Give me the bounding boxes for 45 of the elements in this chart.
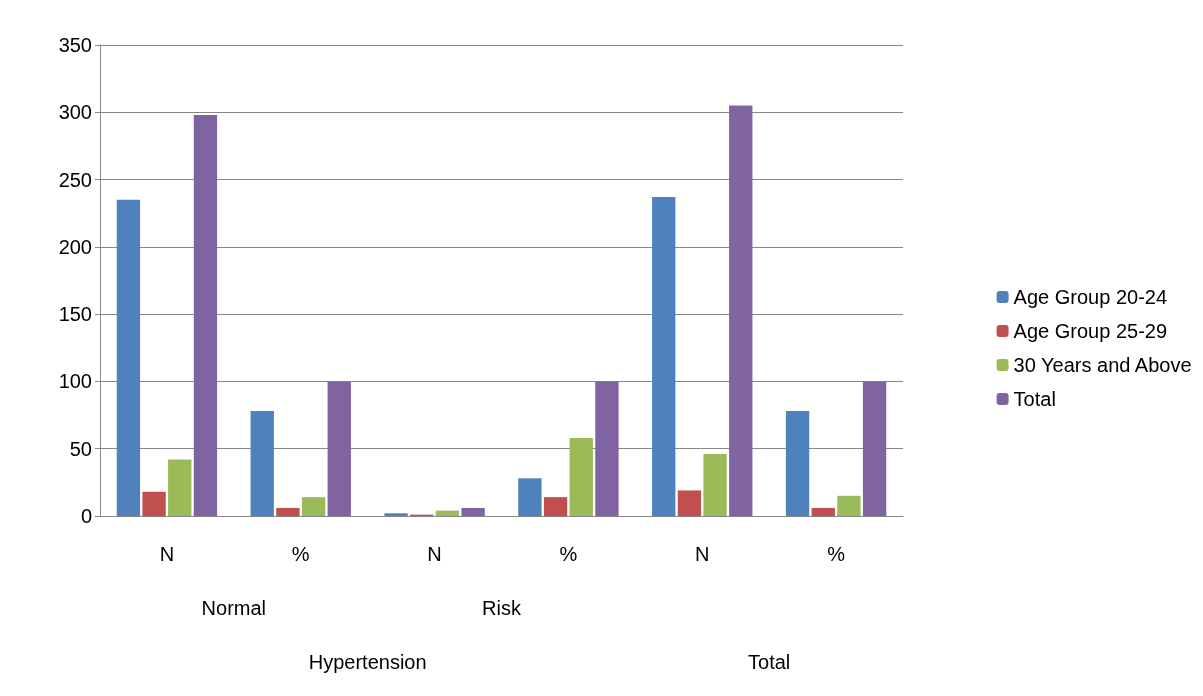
x-tick-label: N bbox=[159, 543, 175, 565]
y-tick-label: 200 bbox=[58, 235, 92, 258]
x-tick-label: N bbox=[427, 543, 442, 565]
bar bbox=[116, 199, 141, 516]
bar bbox=[862, 381, 887, 516]
text: Risk bbox=[482, 597, 522, 619]
legend-label: Age Group 25-29 bbox=[1013, 320, 1168, 342]
bar bbox=[652, 197, 676, 516]
bar bbox=[384, 513, 408, 516]
text: Normal bbox=[201, 597, 267, 619]
bar bbox=[811, 507, 835, 516]
bar bbox=[837, 495, 861, 516]
legend-label: Age Group 20-24 bbox=[1013, 286, 1168, 308]
bar bbox=[435, 510, 460, 516]
bar bbox=[327, 381, 351, 516]
bar bbox=[276, 507, 300, 516]
bar bbox=[785, 411, 810, 516]
y-tick-label: 0 bbox=[80, 505, 92, 527]
y-tick-label: 150 bbox=[58, 303, 92, 326]
y-tick-label: 100 bbox=[58, 370, 92, 393]
bar bbox=[168, 459, 192, 516]
text: Total bbox=[748, 651, 791, 673]
bar bbox=[569, 437, 593, 516]
bar bbox=[193, 114, 218, 516]
bar bbox=[543, 497, 568, 516]
bar bbox=[250, 411, 274, 516]
y-tick-label: 50 bbox=[69, 437, 92, 460]
legend-label: Total bbox=[1013, 388, 1056, 410]
bar bbox=[677, 490, 702, 516]
legend-label: 30 Years and Above bbox=[1013, 354, 1192, 376]
y-tick-label: 300 bbox=[58, 101, 92, 124]
bar bbox=[595, 381, 619, 516]
bar bbox=[461, 507, 485, 516]
bar bbox=[703, 454, 727, 516]
y-tick-label: 250 bbox=[58, 168, 92, 191]
x-tick-label: % bbox=[827, 543, 846, 565]
bar bbox=[301, 497, 326, 516]
x-tick-label: % bbox=[291, 543, 310, 565]
text: Hypertension bbox=[308, 651, 427, 673]
bar bbox=[142, 491, 166, 516]
bar bbox=[729, 105, 753, 516]
x-tick-label: % bbox=[559, 543, 578, 565]
y-tick-label: 350 bbox=[58, 34, 92, 56]
x-tick-label: N bbox=[695, 543, 710, 565]
bar bbox=[518, 478, 542, 516]
